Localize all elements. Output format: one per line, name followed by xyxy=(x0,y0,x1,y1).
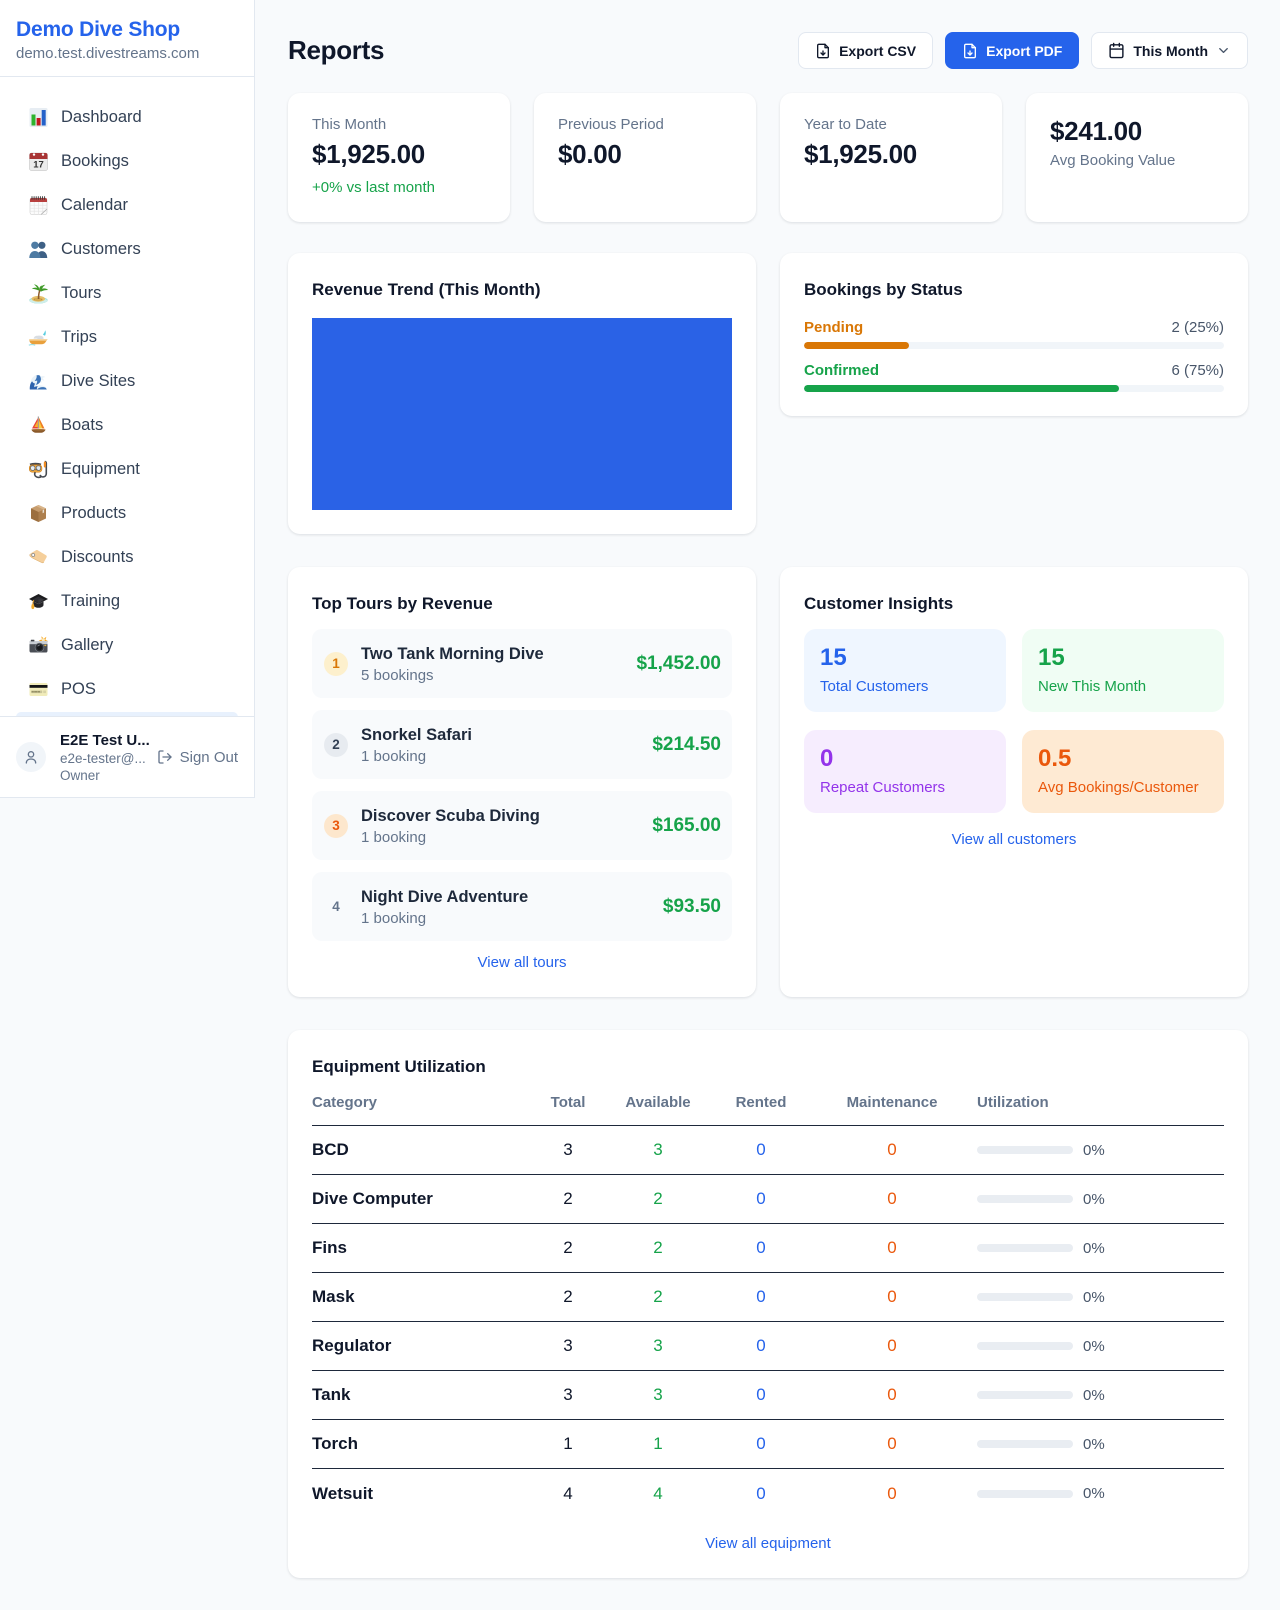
svg-text:17: 17 xyxy=(33,159,44,170)
